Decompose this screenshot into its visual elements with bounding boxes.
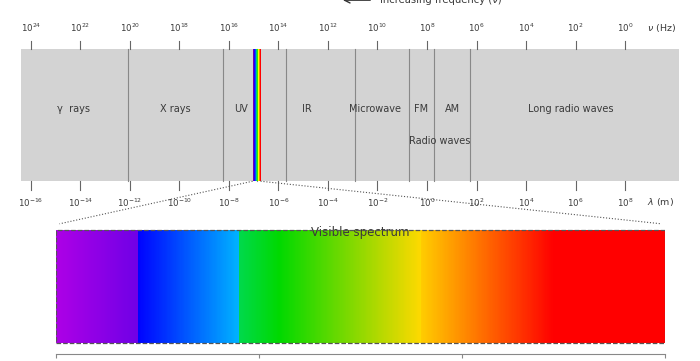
Text: $10^{-14}$: $10^{-14}$ (68, 196, 93, 209)
Text: $10^{4}$: $10^{4}$ (518, 22, 534, 34)
Text: FM: FM (414, 104, 428, 114)
Text: $10^{20}$: $10^{20}$ (120, 22, 140, 34)
Text: Microwave: Microwave (349, 104, 401, 114)
Text: $10^{16}$: $10^{16}$ (219, 22, 239, 34)
Text: $10^{0}$: $10^{0}$ (617, 22, 634, 34)
Text: $10^{-8}$: $10^{-8}$ (218, 196, 239, 209)
Text: $10^{6}$: $10^{6}$ (567, 196, 584, 209)
Text: $10^{14}$: $10^{14}$ (268, 22, 288, 34)
Bar (21, 49, 679, 181)
Text: $10^{8}$: $10^{8}$ (617, 196, 634, 209)
Text: $10^{18}$: $10^{18}$ (169, 22, 190, 34)
Bar (257, 49, 258, 181)
Text: $\lambda$ (m): $\lambda$ (m) (648, 196, 674, 208)
Text: $10^{-10}$: $10^{-10}$ (167, 196, 192, 209)
Text: $10^{10}$: $10^{10}$ (368, 22, 388, 34)
Bar (56, 230, 665, 343)
Text: Radio waves: Radio waves (409, 136, 470, 146)
Text: $10^{-16}$: $10^{-16}$ (18, 196, 43, 209)
Text: $10^{2}$: $10^{2}$ (568, 22, 584, 34)
Text: $10^{4}$: $10^{4}$ (518, 196, 534, 209)
Text: X rays: X rays (160, 104, 191, 114)
Text: $10^{22}$: $10^{22}$ (70, 22, 90, 34)
Text: $\nu$ (Hz): $\nu$ (Hz) (648, 22, 676, 34)
Text: UV: UV (234, 104, 248, 114)
Bar (253, 49, 255, 181)
Text: γ  rays: γ rays (57, 104, 90, 114)
Text: $10^{-6}$: $10^{-6}$ (267, 196, 289, 209)
Text: $10^{8}$: $10^{8}$ (419, 22, 435, 34)
Text: AM: AM (444, 104, 460, 114)
Text: $10^{-2}$: $10^{-2}$ (367, 196, 389, 209)
Text: $10^{24}$: $10^{24}$ (21, 22, 41, 34)
Text: $10^{2}$: $10^{2}$ (468, 196, 484, 209)
Text: Long radio waves: Long radio waves (528, 104, 613, 114)
Bar (256, 49, 257, 181)
Text: Increasing wavelength (λ) →: Increasing wavelength (λ) → (416, 247, 557, 257)
Text: $10^{-12}$: $10^{-12}$ (118, 196, 143, 209)
Text: $10^{0}$: $10^{0}$ (419, 196, 435, 209)
Text: IR: IR (302, 104, 312, 114)
Text: Increasing frequency (ν): Increasing frequency (ν) (379, 0, 501, 5)
Text: Visible spectrum: Visible spectrum (312, 226, 410, 239)
Bar (258, 49, 260, 181)
Text: $10^{-4}$: $10^{-4}$ (317, 196, 339, 209)
Text: $10^{12}$: $10^{12}$ (318, 22, 338, 34)
Text: $10^{6}$: $10^{6}$ (468, 22, 484, 34)
